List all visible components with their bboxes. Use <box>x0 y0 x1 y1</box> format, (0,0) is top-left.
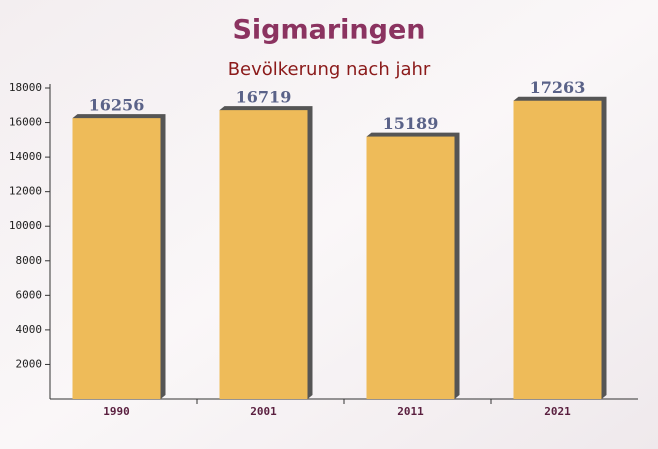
y-tick-label: 12000 <box>9 185 42 198</box>
y-tick-label: 14000 <box>9 150 42 163</box>
y-tick-label: 6000 <box>16 288 43 301</box>
chart-title: Sigmaringen <box>232 15 425 46</box>
y-tick-label: 8000 <box>16 254 43 267</box>
y-tick-label: 4000 <box>16 323 43 336</box>
x-tick-label: 1990 <box>103 405 130 418</box>
value-label: 15189 <box>383 114 439 133</box>
bar <box>513 100 602 400</box>
x-tick-label: 2021 <box>544 405 571 418</box>
y-tick-label: 16000 <box>9 116 42 129</box>
y-tick-label: 18000 <box>9 81 42 94</box>
x-tick-label: 2011 <box>397 405 424 418</box>
y-tick-label: 10000 <box>9 219 42 232</box>
x-tick-label: 2001 <box>250 405 277 418</box>
chart-subtitle: Bevölkerung nach jahr <box>228 59 431 80</box>
bar <box>219 110 308 399</box>
y-tick-label: 2000 <box>16 357 43 370</box>
bar <box>72 118 161 399</box>
value-label: 17263 <box>530 78 586 97</box>
bar <box>366 136 455 399</box>
value-label: 16719 <box>236 88 292 107</box>
value-label: 16256 <box>89 96 145 115</box>
